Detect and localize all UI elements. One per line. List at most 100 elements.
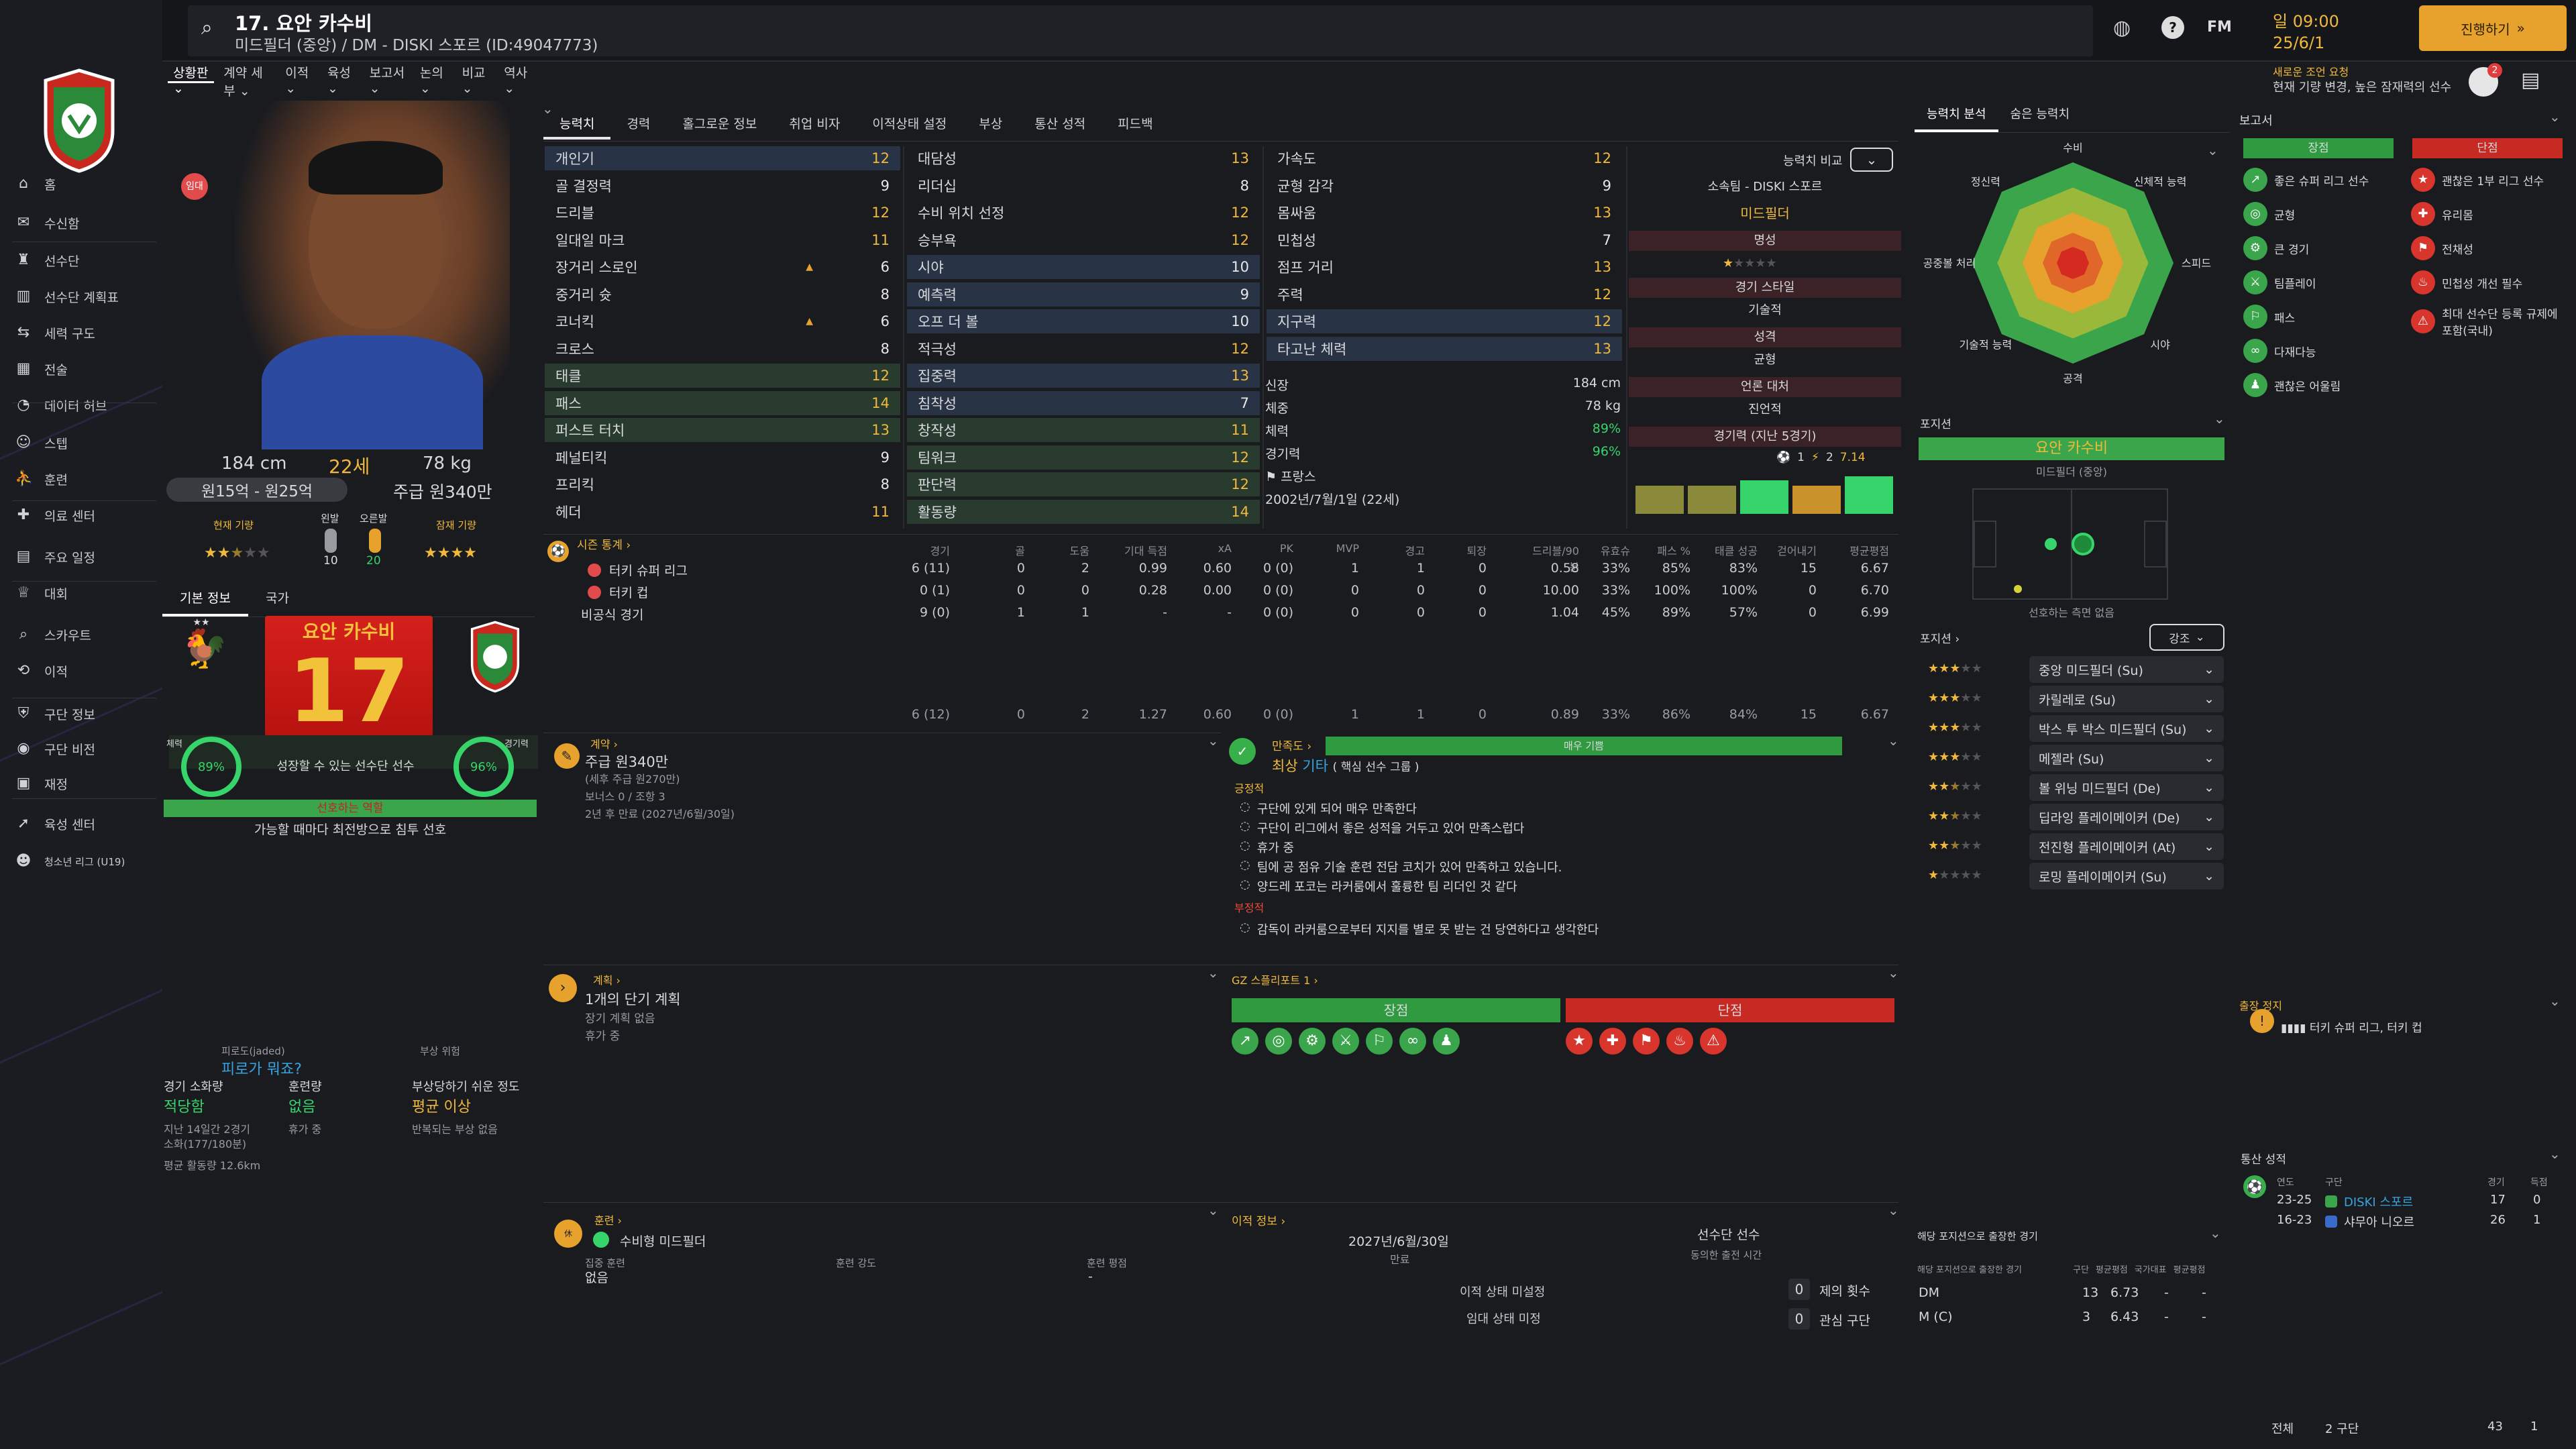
sidebar-item[interactable]: ◉ 구단 비전 bbox=[15, 735, 95, 762]
notice-text[interactable]: 현재 기량 변경, 높은 잠재력의 선수 bbox=[2273, 80, 2452, 95]
sidebar-item[interactable]: ✚ 의료 센터 bbox=[15, 502, 95, 529]
collapse-chevron-icon[interactable]: ⌄ bbox=[542, 101, 553, 117]
report-pro-item[interactable]: ⚔ 팀플레이 bbox=[2243, 270, 2316, 294]
attribute-row[interactable]: 균형 감각 9 bbox=[1267, 174, 1622, 198]
transfer-collapse-icon[interactable]: ⌄ bbox=[1888, 1202, 1899, 1218]
attribute-row[interactable]: 승부욕 12 bbox=[907, 228, 1260, 252]
continue-button[interactable]: 진행하기 » bbox=[2419, 5, 2567, 51]
attribute-row[interactable]: 예측력 9 bbox=[907, 282, 1260, 307]
suspension-collapse-icon[interactable]: ⌄ bbox=[2549, 993, 2561, 1009]
training-title[interactable]: 훈련 › bbox=[594, 1214, 622, 1227]
attribute-row[interactable]: 크로스 8 bbox=[545, 337, 900, 361]
sidebar-item[interactable]: ▦ 전술 bbox=[15, 356, 68, 382]
form-bar[interactable] bbox=[1688, 486, 1736, 514]
form-bar[interactable] bbox=[1845, 476, 1893, 514]
report-con-item[interactable]: ⚠ 최대 선수단 등록 규제에 포함(국내) bbox=[2411, 305, 2567, 338]
trait-icon[interactable]: ★ bbox=[1566, 1028, 1593, 1055]
role-item[interactable]: 카릴레로 (Su) ⌄ bbox=[2029, 686, 2224, 712]
attribute-row[interactable]: 몸싸움 13 bbox=[1267, 201, 1622, 225]
subnav-item[interactable]: 논의 ⌄ bbox=[419, 66, 443, 96]
role-item[interactable]: 중앙 미드필더 (Su) ⌄ bbox=[2029, 656, 2224, 683]
report-collapse-icon[interactable]: ⌄ bbox=[2549, 109, 2561, 125]
plans-title[interactable]: 계획 › bbox=[593, 974, 621, 987]
attribute-row[interactable]: 판단력 12 bbox=[907, 472, 1260, 496]
attribute-row[interactable]: 일대일 마크 11 bbox=[545, 228, 900, 252]
attribute-row[interactable]: 페널티킥 9 bbox=[545, 445, 900, 470]
attribute-row[interactable]: 팀워크 12 bbox=[907, 445, 1260, 470]
pos-apps-collapse-icon[interactable]: ⌄ bbox=[2210, 1225, 2221, 1241]
sidebar-item[interactable]: ▤ 주요 일정 bbox=[15, 543, 95, 570]
subnav-item[interactable]: 역사 ⌄ bbox=[504, 66, 528, 96]
career-collapse-icon[interactable]: ⌄ bbox=[2549, 1146, 2561, 1162]
positions-collapse-icon[interactable]: ⌄ bbox=[2214, 411, 2225, 427]
trait-icon[interactable]: ↗ bbox=[1232, 1028, 1258, 1055]
club-crest-icon[interactable] bbox=[39, 67, 119, 174]
offers-label[interactable]: 제의 횟수 bbox=[1819, 1284, 1870, 1299]
attribute-row[interactable]: 헤더 11 bbox=[545, 500, 900, 524]
role-item[interactable]: 메젤라 (Su) ⌄ bbox=[2029, 745, 2224, 771]
trait-icon[interactable]: ∞ bbox=[1399, 1028, 1426, 1055]
sidebar-item[interactable]: ☻ 청소년 리그 (U19) bbox=[15, 848, 125, 875]
form-bar[interactable] bbox=[1740, 480, 1788, 514]
sidebar-item[interactable]: ♜ 선수단 bbox=[15, 247, 79, 274]
radar-collapse-icon[interactable]: ⌄ bbox=[2207, 142, 2218, 158]
happiness-title[interactable]: 만족도 › bbox=[1272, 740, 1312, 753]
attribute-row[interactable]: 점프 거리 13 bbox=[1267, 255, 1622, 279]
roles-title[interactable]: 포지션 › bbox=[1920, 633, 1960, 646]
value-pill[interactable]: 원15억 - 원25억 bbox=[166, 478, 347, 502]
role-item[interactable]: 딥라잉 플레이메이커 (De) ⌄ bbox=[2029, 804, 2224, 830]
sidebar-item[interactable]: ▣ 재정 bbox=[15, 770, 68, 797]
report-pro-item[interactable]: ♟ 괜찮은 어울림 bbox=[2243, 373, 2341, 397]
trait-icon[interactable]: ♨ bbox=[1666, 1028, 1693, 1055]
report-pro-item[interactable]: ⚙ 큰 경기 bbox=[2243, 236, 2309, 260]
subnav-item[interactable]: 육성 ⌄ bbox=[327, 66, 351, 96]
report-pro-item[interactable]: ⚐ 패스 bbox=[2243, 305, 2295, 329]
trait-icon[interactable]: ⚠ bbox=[1700, 1028, 1727, 1055]
sidebar-item[interactable]: ✉ 수신함 bbox=[15, 209, 80, 236]
trait-icon[interactable]: ⚑ bbox=[1633, 1028, 1660, 1055]
gz-title[interactable]: GZ 스플리포트 1 › bbox=[1232, 974, 1318, 987]
training-role[interactable]: 수비형 미드필더 bbox=[620, 1234, 706, 1249]
role-item[interactable]: 로밍 플레이메이커 (Su) ⌄ bbox=[2029, 863, 2224, 890]
center-tab[interactable]: 경력 bbox=[627, 117, 651, 131]
stats-competition[interactable]: 터키 컵 bbox=[609, 586, 649, 600]
attribute-row[interactable]: 집중력 13 bbox=[907, 364, 1260, 388]
sidebar-item[interactable]: ♕ 대회 bbox=[15, 580, 68, 606]
sidebar-item[interactable]: ➚ 육성 센터 bbox=[15, 810, 95, 837]
interest-label[interactable]: 관심 구단 bbox=[1819, 1313, 1870, 1328]
attribute-row[interactable]: 오프 더 볼 10 bbox=[907, 309, 1260, 333]
globe-icon[interactable]: ◍ bbox=[2113, 16, 2131, 40]
stats-competition[interactable]: 터키 슈퍼 리그 bbox=[609, 564, 688, 578]
sidebar-item[interactable]: ⌂ 홈 bbox=[15, 170, 56, 197]
role-item[interactable]: 박스 투 박스 미드필더 (Su) ⌄ bbox=[2029, 715, 2224, 742]
center-tab[interactable]: 능력치 bbox=[543, 109, 611, 140]
compare-dropdown[interactable]: ⌄ bbox=[1850, 148, 1893, 172]
season-stats-title[interactable]: 시즌 통계 › bbox=[577, 539, 631, 552]
attribute-row[interactable]: 퍼스트 터치 13 bbox=[545, 418, 900, 442]
trait-icon[interactable]: ⚙ bbox=[1299, 1028, 1326, 1055]
report-con-item[interactable]: ♨ 민첩성 개선 필수 bbox=[2411, 270, 2567, 294]
subnav-item[interactable]: 보고서 ⌄ bbox=[369, 66, 405, 96]
attribute-row[interactable]: 주력 12 bbox=[1267, 282, 1622, 307]
sidebar-item[interactable]: ⛨ 구단 정보 bbox=[15, 700, 95, 727]
report-pro-item[interactable]: ◎ 균형 bbox=[2243, 202, 2295, 226]
attribute-row[interactable]: 활동량 14 bbox=[907, 499, 1260, 524]
attribute-row[interactable]: 적극성 12 bbox=[907, 337, 1260, 361]
plans-collapse-icon[interactable]: ⌄ bbox=[1208, 965, 1219, 981]
attribute-row[interactable]: 수비 위치 선정 12 bbox=[907, 201, 1260, 225]
career-club[interactable]: 샤무아 니오르 bbox=[2344, 1216, 2415, 1230]
attribute-row[interactable]: 개인기 12 bbox=[545, 146, 900, 170]
form-bar[interactable] bbox=[1792, 486, 1841, 514]
center-tab[interactable]: 취업 비자 bbox=[789, 117, 841, 131]
subnav-item[interactable]: 상황판 ⌄ bbox=[168, 59, 215, 96]
attribute-row[interactable]: 드리블 12 bbox=[545, 201, 900, 225]
attribute-row[interactable]: 가속도 12 bbox=[1267, 146, 1622, 170]
attribute-row[interactable]: 타고난 체력 13 bbox=[1267, 336, 1622, 361]
attribute-row[interactable]: 장거리 스로인 ▲ 6 bbox=[545, 255, 900, 279]
report-con-item[interactable]: ★ 괜찮은 1부 리그 선수 bbox=[2411, 168, 2567, 192]
help-icon[interactable]: ? bbox=[2161, 16, 2184, 39]
center-tab[interactable]: 홀그로운 정보 bbox=[682, 117, 757, 131]
subnav-item[interactable]: 계약 세부 ⌄ bbox=[223, 66, 263, 99]
report-pro-item[interactable]: ↗ 좋은 슈퍼 리그 선수 bbox=[2243, 168, 2369, 192]
attribute-row[interactable]: 중거리 슛 8 bbox=[545, 282, 900, 307]
